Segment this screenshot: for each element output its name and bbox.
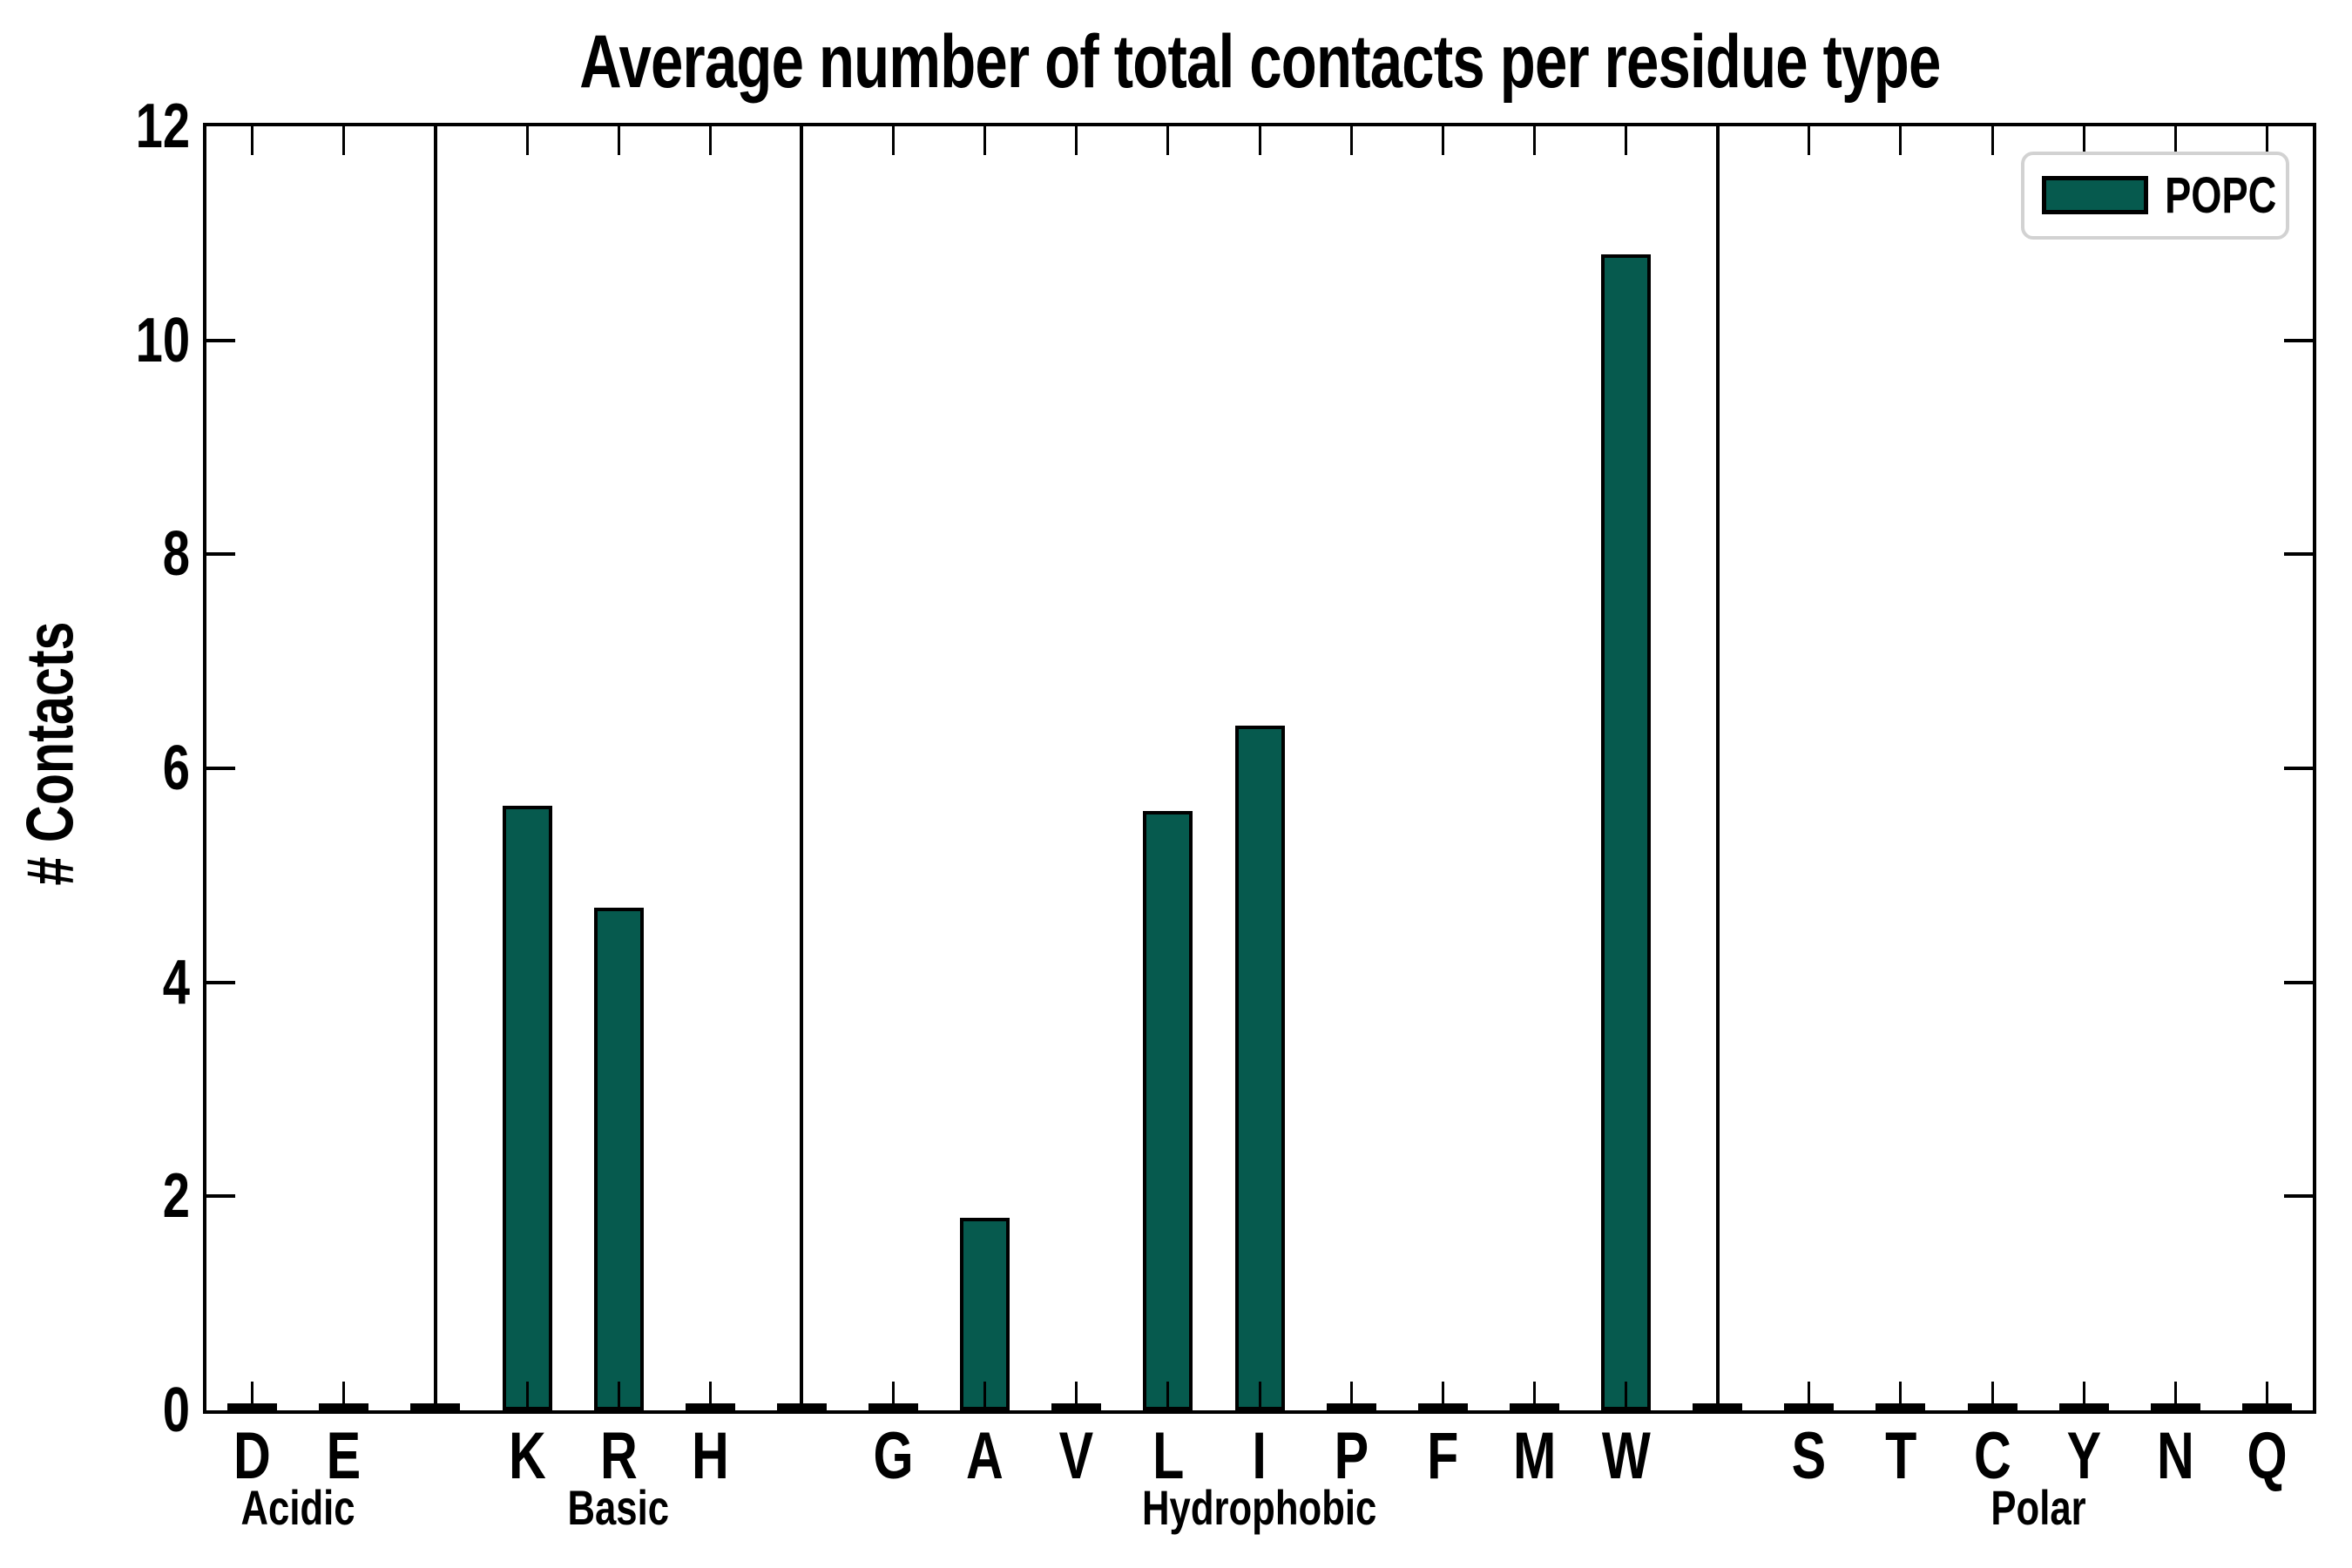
group-separator (800, 126, 804, 1410)
x-tick-G (892, 1382, 895, 1410)
x-tick-A-top (983, 126, 987, 155)
y-tick-label-6: 6 (162, 733, 190, 803)
x-label-C: C (1973, 1419, 2011, 1493)
x-tick-R (617, 1382, 620, 1410)
y-tick-6 (206, 767, 235, 770)
x-tick-P (1349, 1382, 1353, 1410)
y-tick-10 (206, 338, 235, 342)
bar-L (1143, 811, 1193, 1410)
x-tick-P-top (1349, 126, 1353, 155)
legend-label: POPC (2164, 167, 2277, 224)
y-tick-4 (206, 980, 235, 984)
x-label-R: R (599, 1419, 638, 1493)
x-label-H: H (691, 1419, 729, 1493)
y-tick-label-12: 12 (135, 91, 190, 161)
group-label-hydrophobic: Hydrophobic (1142, 1480, 1377, 1535)
x-tick-Q-top (2265, 126, 2268, 155)
x-tick-D (251, 1382, 254, 1410)
x-label-V: V (1058, 1419, 1094, 1493)
legend-swatch-popc (2042, 176, 2148, 214)
x-tick-T-top (1899, 126, 1903, 155)
group-label-basic: Basic (567, 1480, 670, 1535)
x-label-A: A (966, 1419, 1004, 1493)
x-tick-C-top (1990, 126, 1994, 155)
chart-title: Average number of total contacts per res… (578, 20, 1941, 104)
plot-area (203, 123, 2316, 1414)
x-tick-L (1166, 1382, 1170, 1410)
y-tick-6-right (2284, 767, 2313, 770)
x-tick-S-top (1808, 126, 1811, 155)
group-separator (1715, 126, 1720, 1410)
x-label-Q: Q (2247, 1419, 2288, 1493)
x-tick-H (708, 1382, 712, 1410)
x-label-T: T (1884, 1419, 1917, 1493)
x-label-G: G (873, 1419, 914, 1493)
y-tick-2 (206, 1194, 235, 1199)
x-label-L: L (1152, 1419, 1185, 1493)
x-tick-W-top (1625, 126, 1627, 155)
x-label-D: D (233, 1419, 271, 1493)
y-tick-label-4: 4 (162, 947, 190, 1017)
x-tick-V-top (1075, 126, 1078, 155)
x-label-M: M (1512, 1419, 1557, 1493)
x-tick-K (525, 1382, 529, 1410)
x-label-I: I (1252, 1419, 1267, 1493)
x-label-S: S (1792, 1419, 1827, 1493)
x-tick-E (342, 1382, 346, 1410)
group-label-acidic: Acidic (240, 1480, 355, 1535)
y-tick-10-right (2284, 338, 2313, 342)
y-tick-label-8: 8 (162, 519, 190, 590)
x-tick-K-top (525, 126, 529, 155)
y-tick-label-2: 2 (162, 1161, 190, 1232)
x-label-E: E (326, 1419, 362, 1493)
y-tick-8 (206, 552, 235, 557)
x-tick-E-top (342, 126, 346, 155)
x-tick-Y-top (2082, 126, 2085, 155)
y-tick-2-right (2284, 1194, 2313, 1199)
y-tick-label-10: 10 (135, 305, 190, 375)
bar-I (1234, 726, 1285, 1410)
x-tick-G-top (892, 126, 895, 155)
x-tick-N (2173, 1382, 2177, 1410)
x-tick-C (1990, 1382, 1994, 1410)
x-tick-Y (2082, 1382, 2085, 1410)
x-tick-R-top (617, 126, 620, 155)
x-tick-M (1532, 1382, 1536, 1410)
bar-K (502, 806, 552, 1410)
x-label-N: N (2156, 1419, 2194, 1493)
x-label-K: K (508, 1419, 546, 1493)
x-tick-F-top (1441, 126, 1444, 155)
x-tick-W (1625, 1382, 1627, 1410)
x-label-P: P (1334, 1419, 1369, 1493)
x-tick-V (1075, 1382, 1078, 1410)
group-separator (433, 126, 437, 1410)
x-label-Y: Y (2066, 1419, 2101, 1493)
y-tick-4-right (2284, 980, 2313, 984)
x-tick-D-top (251, 126, 254, 155)
x-tick-L-top (1166, 126, 1170, 155)
x-tick-T (1899, 1382, 1903, 1410)
legend: POPC (2021, 152, 2289, 240)
bar-W (1601, 254, 1651, 1410)
x-tick-S (1808, 1382, 1811, 1410)
x-tick-F (1441, 1382, 1444, 1410)
x-tick-N-top (2173, 126, 2177, 155)
x-label-W: W (1601, 1419, 1651, 1493)
bar-R (593, 908, 644, 1410)
y-tick-label-0: 0 (162, 1375, 190, 1445)
plot-inner (206, 126, 2313, 1410)
x-label-F: F (1427, 1419, 1459, 1493)
x-tick-Q (2265, 1382, 2268, 1410)
x-tick-I-top (1258, 126, 1261, 155)
group-label-polar: Polar (1990, 1480, 2086, 1535)
y-tick-8-right (2284, 552, 2313, 557)
x-tick-H-top (708, 126, 712, 155)
x-tick-A (983, 1382, 987, 1410)
x-tick-M-top (1532, 126, 1536, 155)
x-tick-I (1258, 1382, 1261, 1410)
